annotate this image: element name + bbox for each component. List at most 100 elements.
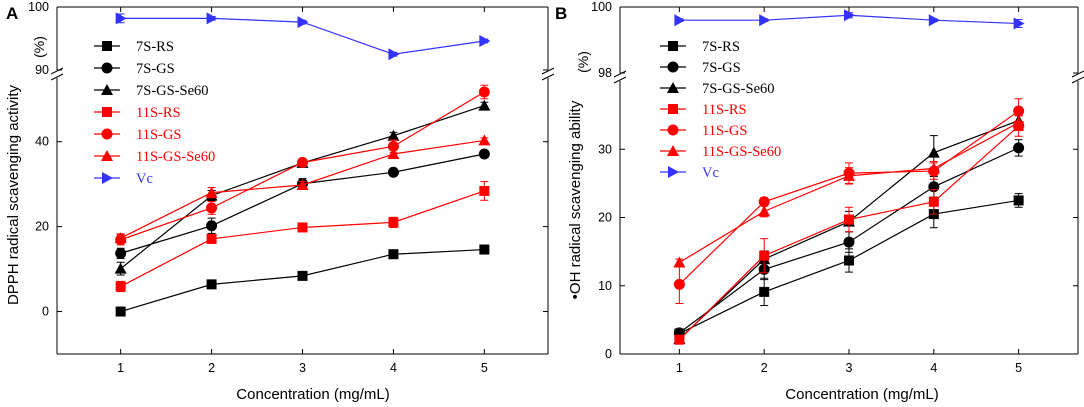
data-point-7S-GS-Se60-3 — [927, 146, 940, 158]
legend-label-7S-GS-Se60: 7S-GS-Se60 — [136, 83, 209, 99]
panel-b-ylabel: •OH radical scavenging ability — [567, 100, 584, 299]
legend-label-Vc: Vc — [136, 171, 153, 187]
data-point-Vc-3 — [928, 14, 940, 27]
data-point-11S-GS-Se60-3 — [387, 148, 400, 160]
data-point-11S-GS-Se60-2 — [843, 169, 855, 181]
legend-marker-7S-RS — [668, 41, 678, 51]
legend-label-Vc: Vc — [702, 165, 719, 181]
y-tick-upper-label-0: 98 — [598, 66, 612, 80]
legend-label-11S-RS: 11S-RS — [702, 102, 747, 118]
legend-entry-7S-RS: 7S-RS — [94, 39, 174, 55]
data-point-7S-GS-1 — [206, 220, 218, 232]
data-point-7S-GS-Se60-3 — [387, 129, 400, 141]
legend-entry-7S-GS-Se60: 7S-GS-Se60 — [660, 81, 775, 97]
data-point-11S-RS-1 — [206, 233, 217, 244]
data-point-11S-GS-Se60-1 — [758, 205, 771, 217]
data-point-7S-RS-3 — [388, 249, 399, 260]
series-7S-RS — [115, 244, 490, 317]
x-tick-label-2: 3 — [299, 361, 306, 375]
legend-label-7S-GS-Se60: 7S-GS-Se60 — [702, 81, 775, 97]
y-tick-label-1: 20 — [35, 220, 49, 234]
series-Vc — [674, 9, 1025, 30]
axis-break-mark — [613, 76, 627, 84]
axis-break-mark — [50, 67, 64, 75]
data-point-Vc-4 — [479, 35, 491, 48]
data-point-11S-GS-Se60-3 — [927, 162, 940, 174]
legend-label-7S-RS: 7S-RS — [136, 39, 174, 55]
data-point-7S-RS-4 — [1013, 195, 1024, 206]
legend-marker-11S-RS — [668, 104, 678, 114]
series-11S-GS-Se60 — [673, 115, 1025, 268]
series-11S-GS-Se60 — [114, 134, 491, 244]
panel-a-unit-upper: (%) — [31, 36, 47, 58]
panel-a: A DPPH radical scavenging activity (%) C… — [5, 0, 555, 403]
panel-b-unit-label: (%) — [575, 51, 591, 73]
data-point-11S-RS-2 — [844, 214, 854, 225]
legend-entry-Vc: Vc — [94, 171, 153, 187]
legend-label-11S-GS: 11S-GS — [702, 123, 747, 139]
x-tick-label-4: 5 — [1015, 361, 1022, 375]
legend-marker-11S-RS — [102, 107, 112, 117]
axis-break-mark — [50, 73, 64, 81]
data-point-11S-RS-3 — [388, 217, 399, 228]
data-point-7S-RS-2 — [297, 270, 308, 281]
y-tick-upper-label-1: 100 — [28, 0, 49, 14]
legend-marker-7S-GS — [101, 62, 113, 74]
y-tick-upper-label-0: 90 — [35, 63, 49, 77]
data-point-11S-RS-4 — [479, 185, 490, 196]
x-tick-label-0: 1 — [676, 361, 683, 375]
legend-marker-Vc — [102, 172, 113, 184]
data-point-11S-RS-1 — [759, 250, 770, 261]
y-tick-upper-label-1: 100 — [591, 0, 612, 14]
panel-a-y-axis-title: DPPH radical scavenging activity — [5, 84, 22, 305]
x-tick-label-0: 1 — [117, 361, 124, 375]
x-tick-label-2: 3 — [846, 361, 853, 375]
data-point-11S-GS-Se60-4 — [1012, 116, 1025, 128]
y-tick-label-1: 10 — [598, 279, 612, 293]
axis-break-mark — [541, 67, 555, 75]
legend-label-11S-RS: 11S-RS — [136, 105, 181, 121]
data-point-Vc-1 — [759, 14, 771, 27]
data-point-7S-RS-4 — [479, 244, 490, 255]
panel-a-xlabel: Concentration (mg/mL) — [236, 386, 389, 403]
data-point-Vc-4 — [1013, 17, 1025, 30]
data-point-11S-GS-Se60-2 — [296, 179, 309, 191]
x-tick-label-1: 2 — [761, 361, 768, 375]
data-point-11S-GS-0 — [673, 278, 685, 290]
legend-entry-11S-GS: 11S-GS — [94, 127, 181, 143]
data-point-11S-RS-0 — [674, 334, 685, 345]
legend-entry-11S-GS: 11S-GS — [660, 123, 747, 139]
legend-label-11S-GS-Se60: 11S-GS-Se60 — [136, 149, 215, 165]
panel-a-unit-label: (%) — [31, 36, 47, 58]
legend-entry-11S-GS-Se60: 11S-GS-Se60 — [94, 149, 215, 165]
legend-marker-7S-GS — [667, 61, 679, 73]
data-point-7S-GS-4 — [1013, 142, 1025, 154]
legend-marker-11S-GS — [101, 128, 113, 140]
panel-a-letter: A — [6, 4, 18, 23]
series-line-7S-GS — [120, 153, 485, 254]
legend-entry-7S-GS: 7S-GS — [660, 60, 741, 76]
y-tick-label-0: 0 — [605, 347, 612, 361]
y-tick-label-2: 40 — [35, 135, 49, 149]
axis-break-mark — [541, 73, 555, 81]
data-point-7S-GS-3 — [387, 166, 399, 178]
data-point-11S-GS-Se60-0 — [673, 256, 686, 268]
data-point-11S-GS-1 — [758, 196, 770, 208]
legend-marker-7S-GS-Se60 — [101, 84, 113, 95]
axis-break-mark — [1071, 76, 1084, 84]
legend-entry-Vc: Vc — [660, 165, 719, 181]
x-tick-label-1: 2 — [208, 361, 215, 375]
series-7S-GS — [673, 139, 1025, 339]
legend-label-11S-GS: 11S-GS — [136, 127, 181, 143]
data-point-7S-GS-Se60-0 — [114, 262, 127, 274]
panel-1-plot: 1 2 3 4 5 0 10 20 30 98 100 7S-RS 7S-GS 7S-GS-Se60 11S… — [591, 0, 1084, 375]
data-point-7S-RS-2 — [844, 255, 854, 266]
series-11S-RS — [115, 181, 490, 293]
data-point-7S-GS-0 — [115, 247, 127, 259]
data-point-11S-RS-2 — [297, 222, 308, 233]
y-tick-label-0: 0 — [42, 305, 49, 319]
data-point-Vc-0 — [674, 14, 686, 27]
panel-b: B •OH radical scavenging ability (%) Con… — [555, 0, 1084, 403]
panel-b-xlabel: Concentration (mg/mL) — [785, 386, 938, 403]
